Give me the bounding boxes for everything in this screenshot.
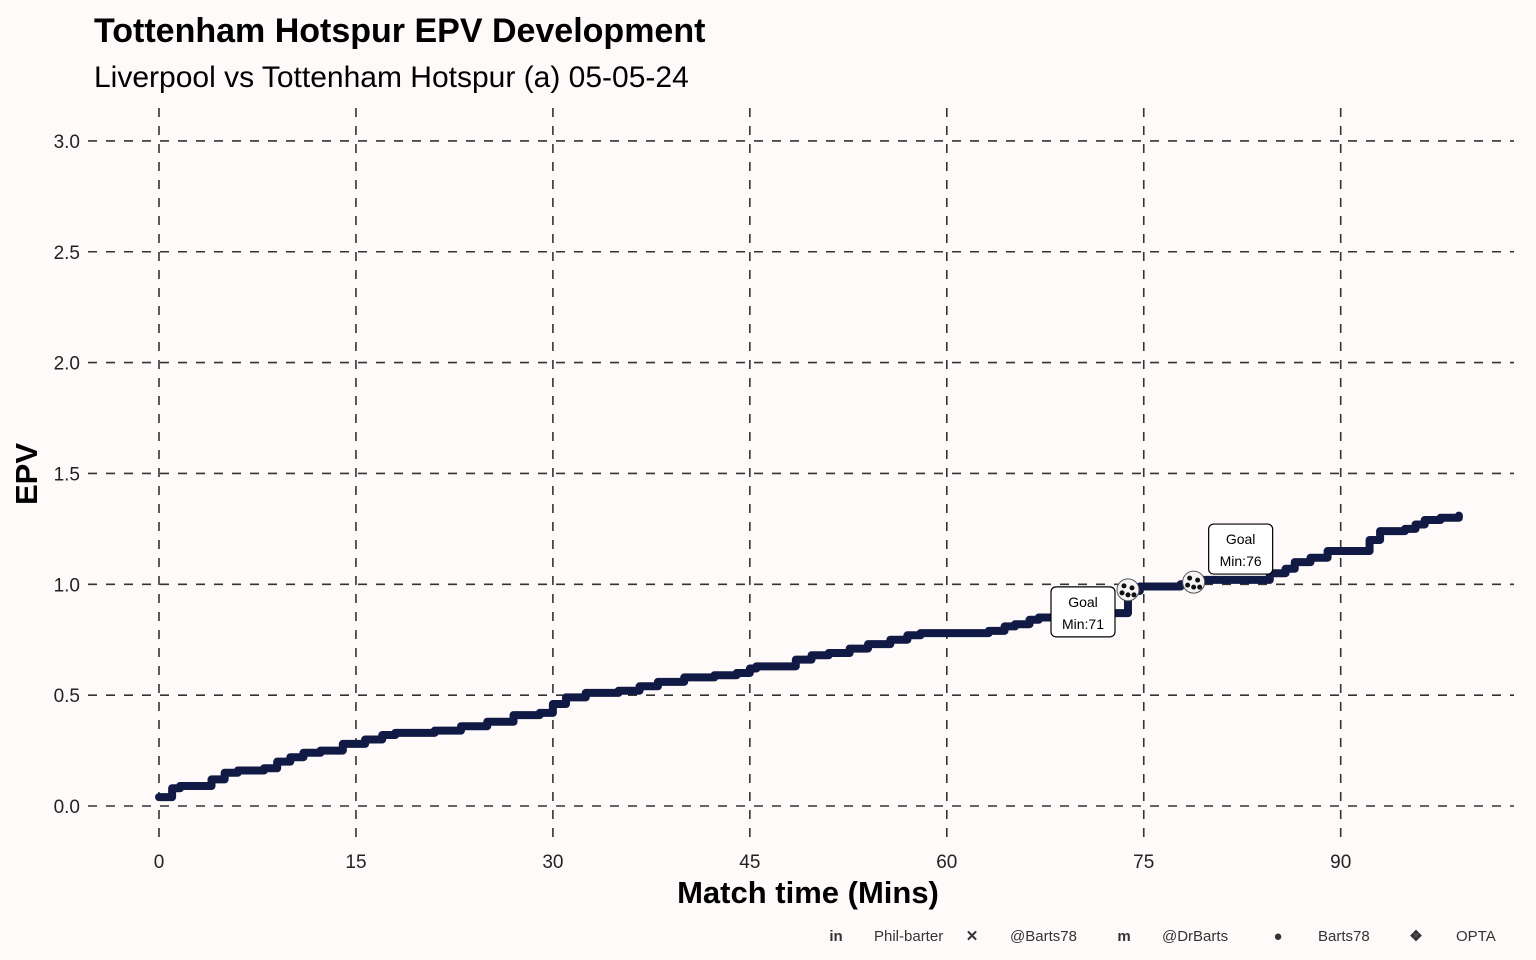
github-icon: ● [1273,928,1282,945]
y-tick-label: 0.5 [54,686,80,707]
football-patch [1125,592,1131,598]
goal-annotation: Goal Min:76 [1182,523,1274,594]
goal-label-title: Goal [1226,531,1256,547]
footer-credit-text: Phil-barter [874,928,943,945]
y-tick-label: 1.5 [54,464,80,485]
footer-credit-text: @Barts78 [1010,928,1077,945]
football-patch [1121,583,1127,589]
linkedin-icon: in [829,928,842,945]
mastodon-icon: m [1117,928,1130,945]
x-axis-label: Match time (Mins) [677,875,939,910]
y-tick-label: 2.0 [54,354,80,375]
football-patch [1131,592,1137,598]
x-tick-label: 75 [1133,852,1154,873]
football-patch [1129,585,1135,591]
football-icon [1182,570,1206,594]
footer-credits: in Phil-barter ✕ @Barts78 m @DrBarts ● Barts78 ❖… [829,928,1495,945]
football-patch [1185,582,1191,588]
football-patch [1195,577,1201,583]
x-tick-label: 30 [542,852,563,873]
x-tick-label: 60 [936,852,957,873]
y-tick-label: 1.0 [54,575,80,596]
x-twitter-icon: ✕ [966,928,979,945]
goal-label-minute: Min:76 [1220,553,1262,569]
tick-labels: 0.0 0.5 1.0 1.5 2.0 2.5 3.0 0 15 30 45 60 75 90 [54,132,1352,873]
goal-annotation: Goal Min:71 [1050,578,1140,638]
goal-label-title: Goal [1068,594,1098,610]
football-patch [1119,590,1125,596]
x-tick-label: 15 [345,852,366,873]
x-tick-label: 90 [1330,852,1351,873]
y-axis-label: EPV [9,443,44,505]
y-tick-label: 0.0 [54,797,80,818]
dropbox-icon: ❖ [1409,928,1422,945]
football-icon [1116,578,1140,602]
football-patch [1191,584,1197,590]
chart-title: Tottenham Hotspur EPV Development [94,12,705,50]
goal-annotations: Goal Min:71 Goal Min:76 [1050,523,1274,638]
y-tick-label: 2.5 [54,243,80,264]
football-patch [1187,575,1193,581]
epv-line [155,511,1463,802]
x-tick-label: 0 [154,852,165,873]
footer-credit-text: OPTA [1456,928,1496,945]
y-tick-label: 3.0 [54,132,80,153]
grid [88,108,1514,840]
footer-credit-text: Barts78 [1318,928,1370,945]
goal-label-box [1208,523,1274,575]
football-patch [1197,584,1203,590]
footer-credit-text: @DrBarts [1162,928,1228,945]
goal-label-box [1050,586,1116,638]
goal-label-minute: Min:71 [1062,616,1104,632]
x-tick-label: 45 [739,852,760,873]
chart-subtitle: Liverpool vs Tottenham Hotspur (a) 05-05… [94,61,689,94]
